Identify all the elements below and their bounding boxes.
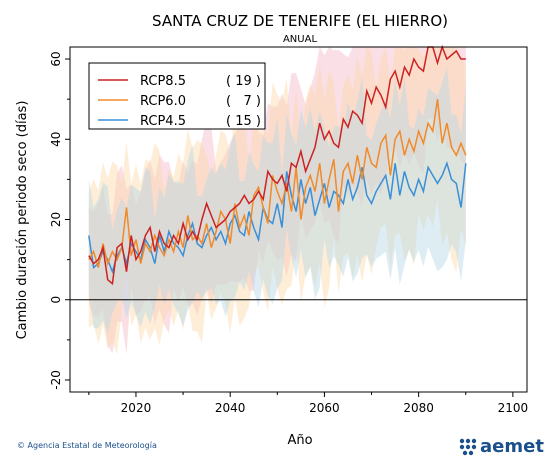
band-rcp85	[88, 47, 466, 355]
series-line-rcp60	[88, 99, 467, 268]
x-tick-label: 2080	[403, 401, 434, 415]
y-tick-label: 60	[49, 51, 63, 66]
aemet-logo: aemet	[459, 436, 544, 457]
legend-label-rcp85: RCP8.5	[140, 74, 186, 89]
y-tick-label: 0	[49, 296, 63, 304]
uncertainty-bands	[88, 47, 466, 355]
x-tick-label: 2040	[215, 401, 246, 415]
y-tick-label: -20	[49, 370, 63, 390]
y-axis-label: Cambio duración periodo seco (días)	[15, 101, 30, 340]
series-lines	[88, 44, 467, 286]
chart-subtitle: ANUAL	[283, 34, 317, 45]
band-rcp45	[88, 66, 466, 334]
series-line-rcp85	[88, 44, 466, 286]
aemet-logo-text: aemet	[480, 436, 544, 457]
x-axis-label: Año	[287, 433, 312, 448]
legend: RCP8.5 ( 19 ) RCP6.0 ( 7 ) RCP4.5 ( 15 )	[88, 62, 266, 130]
copyright-footer: © Agencia Estatal de Meteorología	[17, 441, 157, 450]
legend-label-rcp60: RCP6.0	[140, 94, 186, 109]
y-tick-label: 40	[49, 132, 63, 147]
chart-title: SANTA CRUZ DE TENERIFE (EL HIERRO)	[152, 12, 448, 30]
series-line-rcp45	[88, 160, 467, 275]
legend-box	[88, 62, 266, 130]
legend-count-rcp85: ( 19 )	[226, 74, 261, 89]
x-tick-label: 2060	[309, 401, 340, 415]
legend-count-rcp60: ( 7 )	[226, 94, 261, 109]
x-tick-label: 2100	[498, 401, 529, 415]
x-tick-label: 2020	[121, 401, 152, 415]
y-axis-ticks: -20 0 20 40 60	[49, 51, 70, 390]
x-axis-ticks: 2020 2040 2060 2080 2100	[88, 392, 529, 415]
band-rcp60	[88, 47, 466, 354]
legend-count-rcp45: ( 15 )	[226, 114, 261, 129]
legend-label-rcp45: RCP4.5	[140, 114, 186, 129]
y-tick-label: 20	[49, 212, 63, 227]
